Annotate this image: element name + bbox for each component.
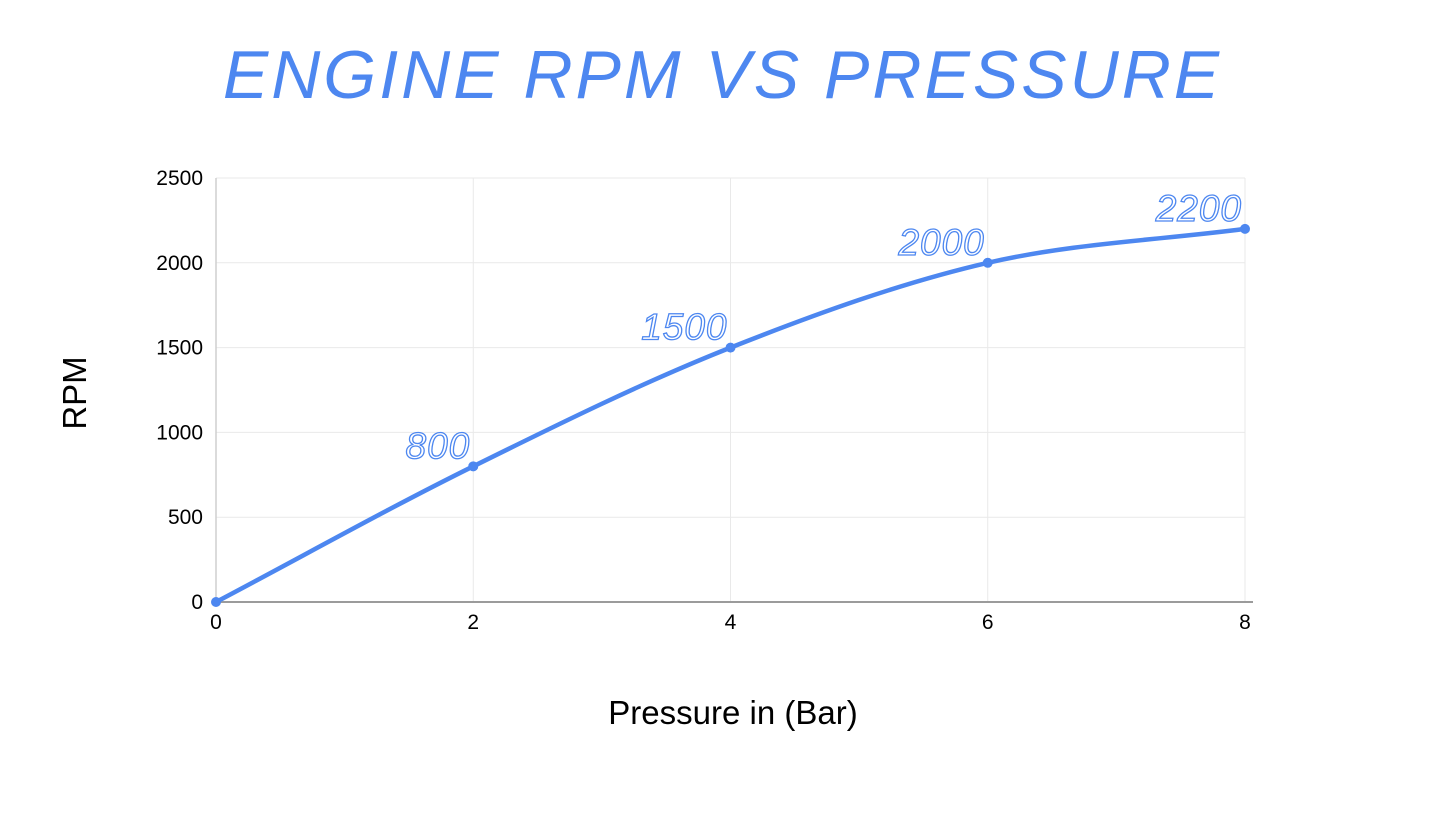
y-tick-label: 0 — [191, 591, 203, 614]
data-point — [1240, 223, 1250, 234]
y-tick-label: 2000 — [156, 252, 203, 275]
data-point — [468, 461, 479, 472]
data-point — [725, 342, 736, 353]
y-tick-label: 1000 — [156, 421, 203, 444]
data-point — [982, 257, 993, 268]
x-tick-label: 6 — [982, 611, 994, 634]
x-tick-label: 4 — [725, 611, 737, 634]
x-tick-label: 0 — [210, 611, 222, 634]
data-point-label: 800 — [406, 425, 471, 466]
data-point-label: 2000 — [897, 222, 984, 263]
x-tick-label: 2 — [467, 611, 479, 634]
data-point — [211, 597, 221, 607]
x-axis-title: Pressure in (Bar) — [608, 694, 858, 731]
y-tick-label: 2500 — [156, 167, 203, 190]
x-tick-label: 8 — [1239, 611, 1251, 634]
data-point-label: 1500 — [641, 307, 727, 348]
data-point-label: 2200 — [1155, 188, 1242, 229]
chart-title: ENGINE RPM VS PRESSURE — [222, 37, 1223, 113]
y-tick-label: 1500 — [156, 337, 203, 360]
y-tick-label: 500 — [168, 506, 203, 529]
